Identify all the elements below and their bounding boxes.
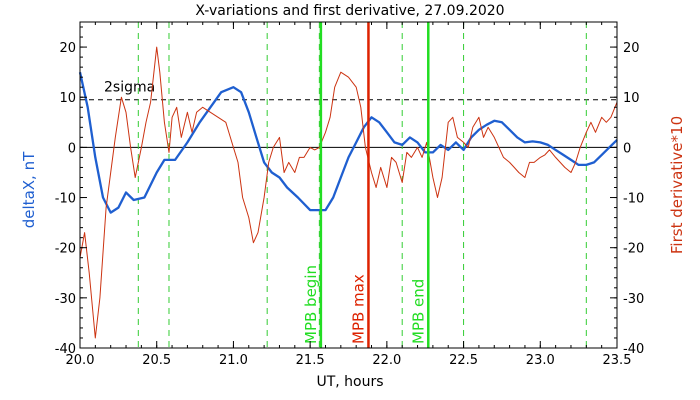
y-tick-label-left: 0	[68, 141, 76, 156]
y-tick-label-left: 20	[59, 41, 76, 56]
y-tick-label-right: -30	[623, 292, 644, 307]
sigma-label: 2sigma	[104, 80, 155, 96]
y-tick-label-left: -30	[55, 292, 76, 307]
x-tick-label: 22.0	[372, 353, 401, 368]
x-tick-label: 20.0	[66, 353, 95, 368]
series-line-deltaX	[78, 71, 618, 214]
x-tick-label: 23.5	[603, 353, 632, 368]
y-tick-label-left: 10	[59, 91, 76, 106]
x-tick-label: 22.5	[449, 353, 478, 368]
y-tick-label-right: -40	[623, 342, 644, 357]
y-tick-label-left: -10	[55, 192, 76, 207]
series-line-derivative	[79, 46, 618, 339]
y-axis-label-right: First derivative*10	[668, 116, 686, 254]
y-tick-label-left: -40	[55, 342, 76, 357]
series-layer	[78, 46, 618, 339]
y-tick-label-right: -20	[623, 242, 644, 257]
y-axis-label-left: deltaX, nT	[20, 151, 38, 228]
marker-label: MPB begin	[302, 265, 320, 344]
y-tick-label-right: 10	[623, 91, 640, 106]
marker-label: MPB end	[409, 279, 427, 344]
chart-title: X-variations and first derivative, 27.09…	[195, 3, 504, 19]
x-tick-label: 23.0	[526, 353, 555, 368]
x-tick-label: 20.5	[142, 353, 171, 368]
y-tick-label-right: 20	[623, 41, 640, 56]
x-tick-label: 21.5	[296, 353, 325, 368]
y-tick-label-left: -20	[55, 242, 76, 257]
x-axis-label: UT, hours	[316, 374, 383, 390]
x-tick-label: 21.0	[219, 353, 248, 368]
marker-label: MPB max	[349, 274, 367, 344]
plot-frame	[79, 21, 618, 349]
markers-layer: MPB begin MPB max MPB end	[302, 22, 430, 348]
y-tick-label-right: 0	[623, 141, 631, 156]
axes-layer: 20.0 20.5 21.0 21.5 22.0 22.5 23.0 23.5-40 -40-3…	[55, 21, 644, 368]
y-tick-label-right: -10	[623, 192, 644, 207]
